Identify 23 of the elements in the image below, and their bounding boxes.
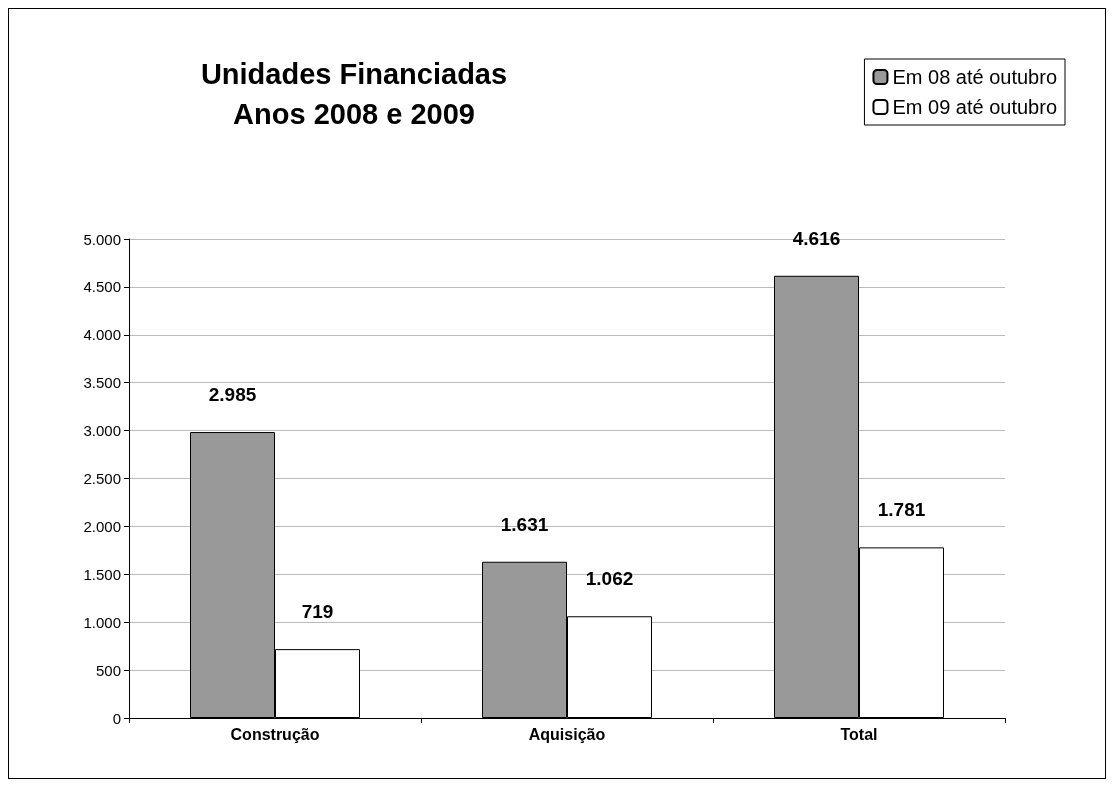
y-tick-label: 3.500	[83, 374, 121, 392]
y-tick-label: 2.500	[83, 470, 121, 487]
data-label: 1.781	[877, 499, 926, 521]
x-tick-label: Aquisição	[528, 725, 606, 743]
y-tick-label: 3.000	[83, 422, 121, 440]
x-tick-label: Construção	[230, 725, 320, 743]
data-label: 1.062	[585, 568, 634, 590]
chart-title: Unidades Financiadas Anos 2008 e 2009	[200, 58, 508, 130]
data-label: 1.631	[500, 513, 549, 535]
y-tick-label: 1.500	[83, 565, 121, 583]
data-label: 719	[301, 601, 334, 623]
data-label: 4.616	[792, 227, 841, 249]
legend-label: Em 09 até outubro	[892, 96, 1058, 118]
x-tick-label: Total	[840, 725, 878, 743]
y-tick-label: 1.000	[83, 613, 121, 631]
y-tick-label: 500	[95, 661, 121, 679]
data-label: 2.985	[208, 384, 257, 406]
y-tick-label: 0	[112, 709, 121, 727]
y-tick-label: 5.000	[83, 230, 121, 248]
y-tick-label: 4.500	[83, 278, 121, 296]
y-tick-label: 4.000	[83, 326, 121, 344]
y-tick-label: 2.000	[83, 517, 121, 535]
legend-label: Em 08 até outubro	[892, 66, 1058, 88]
